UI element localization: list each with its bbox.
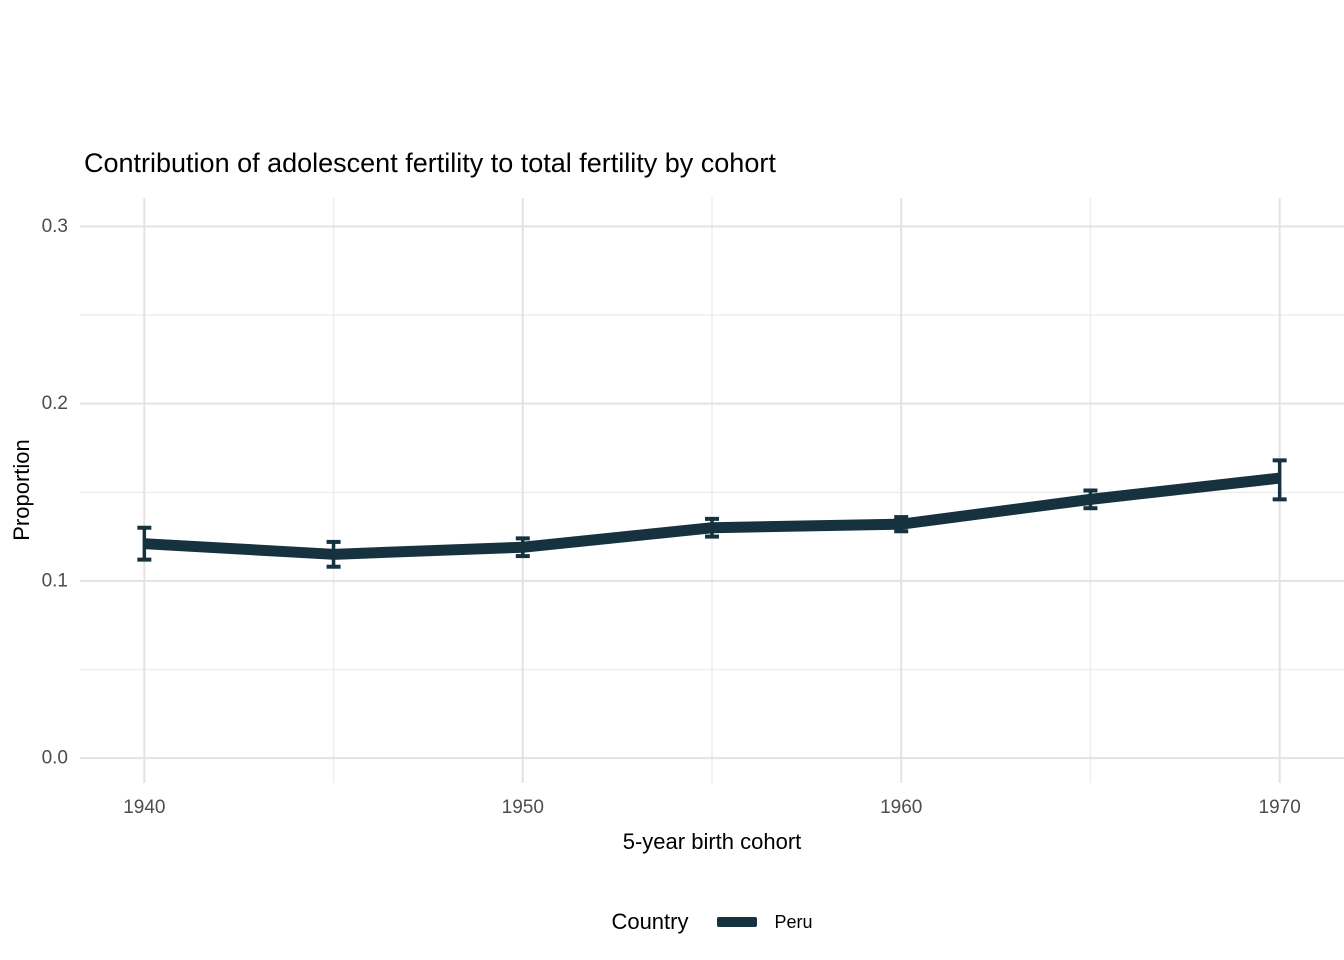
legend: Country Peru — [80, 900, 1344, 944]
x-tick-label: 1940 — [123, 797, 165, 818]
error-bar — [1083, 488, 1098, 511]
error-bar — [326, 539, 341, 569]
y-axis-title: Proportion — [9, 439, 34, 541]
error-bar — [1272, 458, 1287, 502]
x-tick-label: 1950 — [502, 797, 544, 818]
y-tick-label: 0.3 — [42, 216, 68, 237]
y-tick-label: 0.1 — [42, 570, 68, 591]
error-bar — [515, 536, 530, 559]
error-bar — [705, 516, 719, 539]
x-tick-label: 1970 — [1259, 797, 1301, 818]
y-axis-title-wrap: Proportion — [0, 390, 44, 590]
x-axis-title: 5-year birth cohort — [622, 829, 802, 854]
x-tick-label: 1960 — [880, 797, 922, 818]
error-bar — [137, 525, 152, 562]
y-tick-label: 0.2 — [42, 393, 68, 414]
error-bar — [894, 515, 909, 534]
legend-item-label-peru: Peru — [774, 911, 813, 932]
peru-line-swatch-icon — [716, 917, 757, 927]
legend-title: Country — [611, 909, 689, 934]
chart-title: Contribution of adolescent fertility to … — [84, 148, 776, 178]
y-tick-label: 0.0 — [42, 748, 68, 769]
